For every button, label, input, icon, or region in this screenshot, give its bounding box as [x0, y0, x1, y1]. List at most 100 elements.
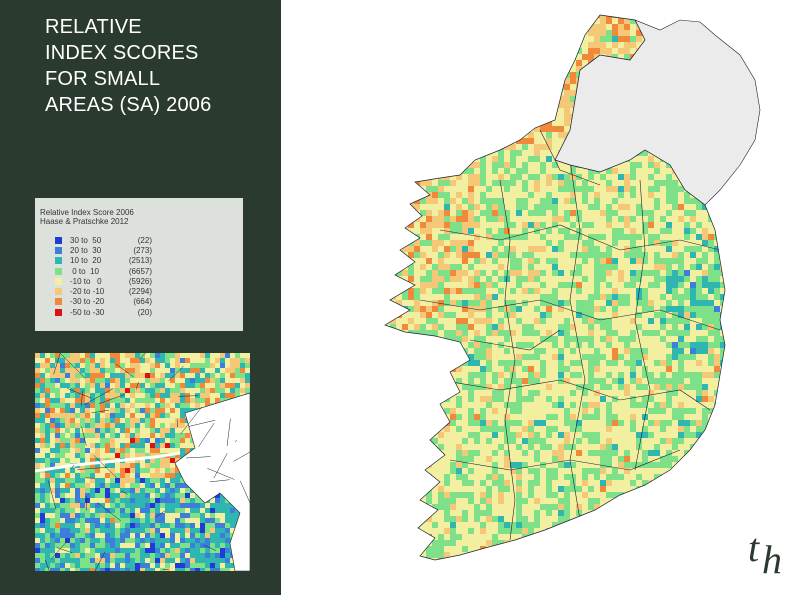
ireland-map[interactable] — [300, 0, 780, 595]
inset-area-cell — [130, 463, 135, 468]
inset-area-cell — [120, 548, 125, 553]
inset-area-cell — [35, 518, 40, 523]
inset-area-cell — [175, 403, 180, 408]
small-area-cell — [456, 102, 462, 108]
small-area-cell — [600, 216, 606, 222]
inset-area-cell — [135, 538, 140, 543]
inset-area-cell — [100, 543, 105, 548]
small-area-cell — [456, 54, 462, 60]
small-area-cell — [426, 84, 432, 90]
small-area-cell — [402, 96, 408, 102]
small-area-cell — [468, 12, 474, 18]
small-area-cell — [564, 174, 570, 180]
small-area-cell — [474, 264, 480, 270]
small-area-cell — [480, 150, 486, 156]
small-area-cell — [564, 120, 570, 126]
inset-area-cell — [120, 493, 125, 498]
inset-area-cell — [70, 538, 75, 543]
inset-area-cell — [75, 453, 80, 458]
small-area-cell — [390, 282, 396, 288]
small-area-cell — [696, 228, 702, 234]
small-area-cell — [612, 6, 618, 12]
small-area-cell — [366, 60, 372, 66]
inset-area-cell — [185, 518, 190, 523]
small-area-cell — [492, 132, 498, 138]
inset-area-cell — [175, 393, 180, 398]
inset-area-cell — [80, 418, 85, 423]
small-area-cell — [582, 228, 588, 234]
small-area-cell — [414, 264, 420, 270]
inset-area-cell — [135, 548, 140, 553]
small-area-cell — [540, 96, 546, 102]
small-area-cell — [498, 78, 504, 84]
small-area-cell — [582, 24, 588, 30]
small-area-cell — [504, 12, 510, 18]
legend-item: 0 to 10 (6657) — [55, 266, 152, 276]
small-area-cell — [414, 6, 420, 12]
inset-area-cell — [185, 368, 190, 373]
dublin-inset-map[interactable] — [35, 353, 250, 571]
inset-area-cell — [155, 448, 160, 453]
small-area-cell — [546, 234, 552, 240]
inset-area-cell — [135, 518, 140, 523]
small-area-cell — [534, 24, 540, 30]
small-area-cell — [606, 192, 612, 198]
inset-area-cell — [70, 383, 75, 388]
inset-area-cell — [145, 443, 150, 448]
small-area-cell — [432, 228, 438, 234]
inset-area-cell — [70, 493, 75, 498]
inset-area-cell — [70, 513, 75, 518]
small-area-cell — [492, 66, 498, 72]
small-area-cell — [414, 66, 420, 72]
small-area-cell — [402, 30, 408, 36]
small-area-cell — [432, 132, 438, 138]
small-area-cell — [522, 60, 528, 66]
small-area-cell — [444, 198, 450, 204]
inset-area-cell — [165, 448, 170, 453]
small-area-cell — [402, 222, 408, 228]
small-area-cell — [642, 174, 648, 180]
small-area-cell — [720, 210, 726, 216]
small-area-cell — [426, 108, 432, 114]
inset-area-cell — [105, 393, 110, 398]
inset-area-cell — [220, 523, 225, 528]
small-area-cell — [660, 210, 666, 216]
small-area-cell — [462, 48, 468, 54]
inset-area-cell — [75, 533, 80, 538]
inset-area-cell — [205, 508, 210, 513]
small-area-cell — [378, 186, 384, 192]
small-area-cell — [510, 84, 516, 90]
small-area-cell — [528, 96, 534, 102]
inset-area-cell — [130, 563, 135, 568]
small-area-cell — [516, 96, 522, 102]
small-area-cell — [540, 138, 546, 144]
small-area-cell — [696, 0, 702, 6]
small-area-cell — [492, 96, 498, 102]
inset-area-cell — [40, 523, 45, 528]
small-area-cell — [732, 186, 738, 192]
small-area-cell — [360, 126, 366, 132]
small-area-cell — [612, 258, 618, 264]
inset-area-cell — [125, 378, 130, 383]
inset-area-cell — [175, 503, 180, 508]
small-area-cell — [402, 72, 408, 78]
small-area-cell — [696, 246, 702, 252]
inset-area-cell — [80, 513, 85, 518]
inset-area-cell — [200, 568, 205, 571]
small-area-cell — [486, 228, 492, 234]
small-area-cell — [534, 252, 540, 258]
inset-area-cell — [230, 383, 235, 388]
inset-area-cell — [160, 358, 165, 363]
small-area-cell — [522, 42, 528, 48]
small-area-cell — [648, 258, 654, 264]
small-area-cell — [498, 24, 504, 30]
inset-area-cell — [40, 358, 45, 363]
small-area-cell — [468, 96, 474, 102]
inset-area-cell — [65, 353, 70, 358]
inset-area-cell — [150, 548, 155, 553]
small-area-cell — [570, 6, 576, 12]
inset-area-cell — [160, 463, 165, 468]
small-area-cell — [384, 234, 390, 240]
inset-area-cell — [60, 473, 65, 478]
inset-area-cell — [60, 523, 65, 528]
